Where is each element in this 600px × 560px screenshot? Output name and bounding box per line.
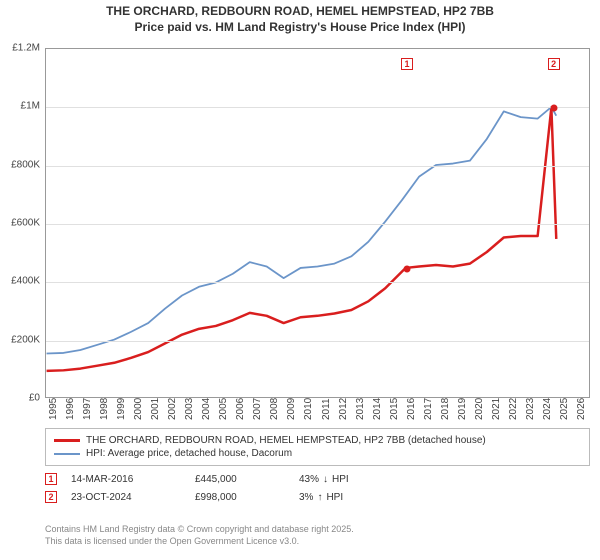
footer-line-2: This data is licensed under the Open Gov… [45, 536, 590, 548]
x-axis-label: 2012 [338, 398, 349, 420]
title-block: THE ORCHARD, REDBOURN ROAD, HEMEL HEMPST… [0, 0, 600, 35]
sale-marker-1: 1 [401, 58, 413, 70]
x-axis-label: 2026 [576, 398, 587, 420]
sales-marker-icon: 1 [45, 473, 57, 485]
x-axis-label: 2004 [201, 398, 212, 420]
x-axis-label: 2014 [372, 398, 383, 420]
sales-date: 23-OCT-2024 [71, 492, 181, 503]
x-axis-label: 2023 [525, 398, 536, 420]
sales-delta: 43% ↓ HPI [299, 474, 379, 485]
y-axis-label: £400K [0, 276, 40, 287]
sales-table: 1 14-MAR-2016 £445,000 43% ↓ HPI 2 23-OCT-2024 £… [45, 470, 590, 506]
footer-line-1: Contains HM Land Registry data © Crown c… [45, 524, 590, 536]
footer-attribution: Contains HM Land Registry data © Crown c… [45, 524, 590, 547]
x-axis-label: 2020 [474, 398, 485, 420]
legend-label: HPI: Average price, detached house, Daco… [86, 448, 292, 459]
x-axis-label: 1999 [116, 398, 127, 420]
x-axis-label: 2007 [252, 398, 263, 420]
x-axis-label: 2005 [218, 398, 229, 420]
x-axis-label: 2002 [167, 398, 178, 420]
x-axis-label: 1998 [99, 398, 110, 420]
legend-label: THE ORCHARD, REDBOURN ROAD, HEMEL HEMPST… [86, 435, 486, 446]
x-axis-label: 2006 [235, 398, 246, 420]
delta-percent: 43% [299, 474, 319, 485]
sale-marker-2: 2 [548, 58, 560, 70]
x-axis-label: 2022 [508, 398, 519, 420]
sales-marker-icon: 2 [45, 491, 57, 503]
y-axis-label: £1M [0, 101, 40, 112]
arrow-up-icon: ↑ [317, 492, 322, 503]
x-axis-label: 2008 [269, 398, 280, 420]
x-axis-label: 2013 [355, 398, 366, 420]
gridline [46, 341, 589, 342]
legend-swatch [54, 439, 80, 442]
x-axis-label: 2017 [423, 398, 434, 420]
title-line-1: THE ORCHARD, REDBOURN ROAD, HEMEL HEMPST… [0, 4, 600, 20]
legend-box: THE ORCHARD, REDBOURN ROAD, HEMEL HEMPST… [45, 428, 590, 466]
legend-row: THE ORCHARD, REDBOURN ROAD, HEMEL HEMPST… [54, 434, 581, 447]
plot-area: 12 [45, 48, 590, 398]
y-axis-label: £200K [0, 334, 40, 345]
delta-ref: HPI [326, 492, 343, 503]
x-axis-label: 2015 [389, 398, 400, 420]
delta-ref: HPI [332, 474, 349, 485]
x-axis-label: 2021 [491, 398, 502, 420]
gridline [46, 282, 589, 283]
y-axis-label: £600K [0, 218, 40, 229]
x-axis-label: 2025 [559, 398, 570, 420]
x-axis-label: 2009 [286, 398, 297, 420]
sales-price: £998,000 [195, 492, 285, 503]
sale-dot-1 [404, 266, 411, 273]
x-axis-label: 2001 [150, 398, 161, 420]
sales-row: 1 14-MAR-2016 £445,000 43% ↓ HPI [45, 470, 590, 488]
legend-row: HPI: Average price, detached house, Daco… [54, 447, 581, 460]
x-axis-label: 2024 [542, 398, 553, 420]
x-axis-label: 2016 [406, 398, 417, 420]
line-svg [46, 49, 589, 397]
y-axis-label: £0 [0, 393, 40, 404]
legend-swatch [54, 453, 80, 455]
gridline [46, 107, 589, 108]
arrow-down-icon: ↓ [323, 474, 328, 485]
sales-delta: 3% ↑ HPI [299, 492, 379, 503]
x-axis-label: 2010 [303, 398, 314, 420]
sales-price: £445,000 [195, 474, 285, 485]
x-axis-label: 2003 [184, 398, 195, 420]
sale-dot-2 [550, 104, 557, 111]
x-axis-label: 1997 [82, 398, 93, 420]
x-axis-label: 2000 [133, 398, 144, 420]
x-axis-label: 1996 [65, 398, 76, 420]
sales-row: 2 23-OCT-2024 £998,000 3% ↑ HPI [45, 488, 590, 506]
y-axis-label: £1.2M [0, 43, 40, 54]
y-axis-label: £800K [0, 159, 40, 170]
delta-percent: 3% [299, 492, 313, 503]
sales-date: 14-MAR-2016 [71, 474, 181, 485]
x-axis-label: 2019 [457, 398, 468, 420]
gridline [46, 224, 589, 225]
title-line-2: Price paid vs. HM Land Registry's House … [0, 20, 600, 36]
x-axis-label: 1995 [48, 398, 59, 420]
x-axis-label: 2011 [321, 398, 332, 420]
gridline [46, 166, 589, 167]
chart-container: THE ORCHARD, REDBOURN ROAD, HEMEL HEMPST… [0, 0, 600, 560]
x-axis-label: 2018 [440, 398, 451, 420]
